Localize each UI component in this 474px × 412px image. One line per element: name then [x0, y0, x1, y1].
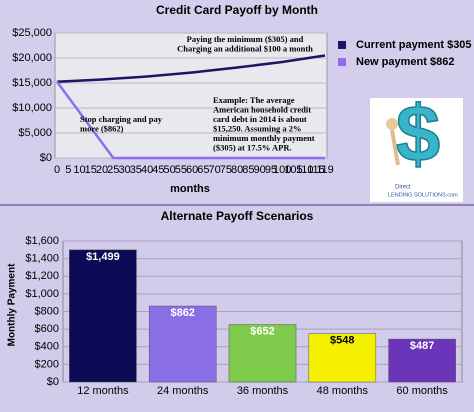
y-tick-label: $1,600: [25, 235, 59, 247]
x-tick-label: 85: [242, 164, 254, 176]
y-tick-label: $800: [35, 305, 59, 317]
data-label: $1,499: [86, 251, 120, 263]
x-tick-label: 45: [152, 164, 164, 176]
y-tick-label: $1,000: [25, 288, 59, 300]
logo-text: LENDING SOLUTIONS.com: [388, 192, 458, 198]
x-tick-label: 36 months: [237, 385, 289, 397]
series-line: [56, 54, 326, 83]
legend-swatch: [338, 41, 346, 49]
bar: [388, 338, 456, 383]
data-label: $862: [170, 307, 194, 319]
annotation: more ($862): [80, 123, 124, 133]
x-tick-label: 110: [296, 164, 314, 176]
y-tick-label: $5,000: [18, 127, 52, 139]
y-tick-label: $1,400: [25, 253, 59, 265]
x-axis-label: months: [170, 183, 210, 195]
annotation: American household credit: [213, 104, 311, 114]
legend-label: New payment $862: [356, 56, 454, 68]
x-tick-label: 119: [316, 164, 334, 176]
x-tick-label: 80: [231, 164, 243, 176]
figure-body: [390, 129, 400, 166]
x-tick-label: 48 months: [317, 385, 369, 397]
bar: [228, 324, 297, 383]
data-label: $652: [250, 325, 274, 337]
x-tick-label: 55: [175, 164, 187, 176]
annotation: $15,250. Assuming a 2%: [213, 123, 302, 133]
bar: [69, 249, 137, 383]
chart-title: Credit Card Payoff by Month: [156, 3, 318, 17]
x-tick-label: 95: [265, 164, 277, 176]
y-tick-label: $200: [35, 358, 59, 370]
x-tick-label: 75: [220, 164, 232, 176]
chart-title: Alternate Payoff Scenarios: [161, 209, 314, 223]
legend-swatch: [338, 58, 346, 66]
x-tick-label: 0: [54, 164, 60, 176]
series-line: [55, 81, 325, 160]
dollar-icon: $: [396, 89, 441, 178]
x-tick-label: 15: [85, 164, 97, 176]
annotation: minimum monthly payment: [213, 133, 315, 143]
x-tick-label: 60: [186, 164, 198, 176]
logo-text: Direct: [395, 185, 411, 191]
x-tick-label: 24 months: [157, 385, 209, 397]
annotation: Stop charging and pay: [80, 114, 163, 124]
annotation: Example: The average: [213, 95, 295, 105]
y-tick-label: $1,200: [25, 270, 59, 282]
y-tick-label: $600: [35, 323, 59, 335]
x-tick-label: 65: [197, 164, 209, 176]
legend-label: Current payment $305: [356, 39, 472, 51]
x-tick-label: 70: [209, 164, 221, 176]
y-tick-label: $25,000: [12, 27, 52, 39]
bar: [308, 333, 377, 383]
plot-area: [54, 32, 328, 159]
y-tick-label: $20,000: [12, 52, 52, 64]
x-tick-label: 100: [273, 164, 291, 176]
data-label: $548: [330, 335, 354, 347]
bar: [148, 305, 217, 383]
x-tick-label: 10: [73, 164, 85, 176]
y-axis-label: Monthly Payment: [7, 263, 18, 346]
annotation: card debt in 2014 is about: [213, 114, 307, 124]
x-tick-label: 60 months: [396, 385, 448, 397]
x-tick-label: 40: [141, 164, 153, 176]
x-tick-label: 105: [284, 164, 302, 176]
annotation: Paying the minimum ($305) and: [187, 34, 304, 44]
y-tick-label: $400: [35, 341, 59, 353]
y-tick-label: $15,000: [12, 77, 52, 89]
figure-head: [386, 118, 398, 130]
x-tick-label: 30: [118, 164, 130, 176]
x-tick-label: 5: [65, 164, 71, 176]
x-tick-label: 50: [163, 164, 175, 176]
logo-bg: [370, 98, 463, 202]
annotation: ($305) at 17.5% APR.: [213, 142, 292, 152]
x-tick-label: 25: [107, 164, 119, 176]
x-tick-label: 12 months: [77, 385, 129, 397]
x-tick-label: 35: [130, 164, 142, 176]
logo: $ Direct LENDING SOLUTIONS.com: [370, 88, 463, 202]
y-tick-label: $0: [47, 376, 59, 388]
data-label: $487: [410, 340, 434, 352]
x-tick-label: 115: [307, 164, 325, 176]
x-tick-label: 90: [254, 164, 266, 176]
y-tick-label: $10,000: [12, 102, 52, 114]
annotation: Charging an additional $100 a month: [177, 43, 313, 53]
x-tick-label: 20: [96, 164, 108, 176]
y-tick-label: $0: [40, 152, 52, 164]
